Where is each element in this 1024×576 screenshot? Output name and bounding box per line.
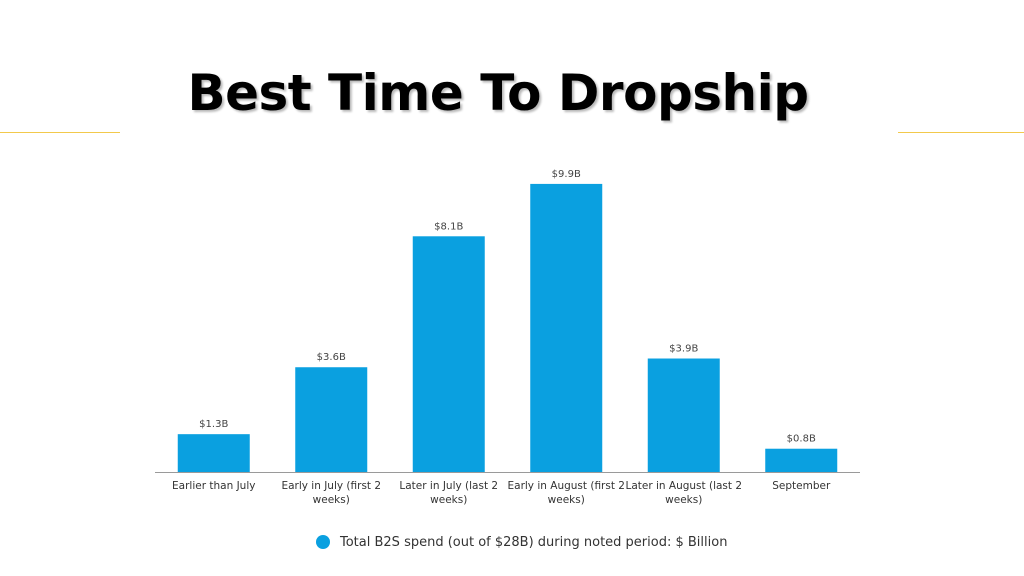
value-label-6: $0.8B bbox=[787, 434, 816, 445]
bar-6 bbox=[765, 448, 838, 472]
category-label-5: Later in August (last 2 weeks) bbox=[625, 480, 742, 506]
bar-5 bbox=[647, 358, 720, 472]
value-label-1: $1.3B bbox=[199, 419, 228, 430]
category-label-6: September bbox=[772, 480, 831, 492]
value-label-4: $9.9B bbox=[552, 169, 581, 180]
slide-title: Best Time To Dropship bbox=[187, 64, 809, 122]
legend-marker bbox=[316, 535, 330, 549]
bar-2 bbox=[295, 367, 368, 472]
accent-rule-left bbox=[0, 132, 120, 133]
value-label-5: $3.9B bbox=[669, 344, 698, 355]
value-label-3: $8.1B bbox=[434, 221, 463, 232]
chart-legend: Total B2S spend (out of $28B) during not… bbox=[316, 532, 727, 552]
category-label-1: Earlier than July bbox=[172, 480, 255, 492]
category-label-4: Early in August (first 2 weeks) bbox=[508, 480, 625, 506]
bar-4 bbox=[530, 183, 603, 472]
bar-3 bbox=[412, 236, 485, 472]
category-label-3: Later in July (last 2 weeks) bbox=[399, 480, 498, 506]
category-label-2: Early in July (first 2 weeks) bbox=[281, 480, 381, 506]
legend-label: Total B2S spend (out of $28B) during not… bbox=[340, 534, 728, 550]
accent-rule-right bbox=[898, 132, 1024, 133]
value-label-2: $3.6B bbox=[317, 352, 346, 363]
bar-1 bbox=[177, 434, 250, 472]
